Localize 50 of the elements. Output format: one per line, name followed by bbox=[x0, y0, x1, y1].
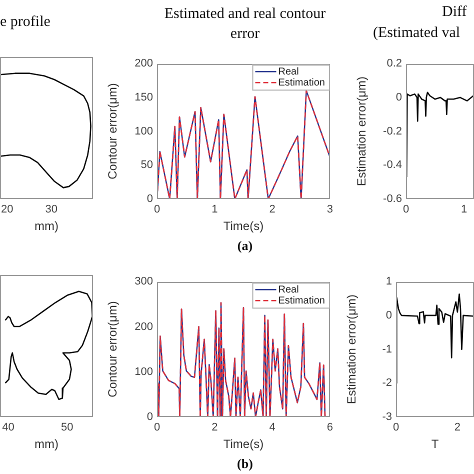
x-axis-title: T bbox=[431, 437, 440, 452]
x-tick-label: 3 bbox=[326, 204, 334, 216]
y-tick-label: 200 bbox=[134, 58, 153, 70]
x-axis-title: Time(s) bbox=[223, 437, 264, 452]
legend-label: Real bbox=[278, 284, 299, 296]
x-tick-label: 6 bbox=[326, 422, 334, 434]
x-axis-title: mm) bbox=[34, 219, 58, 234]
y-tick-label: -0.4 bbox=[383, 159, 402, 172]
y-tick-label: 0 bbox=[386, 309, 392, 322]
text: (a) bbox=[236, 238, 254, 254]
y-tick-label: 0.2 bbox=[386, 58, 402, 70]
y-axis-title: Estimation error(μm) bbox=[344, 294, 359, 404]
legend-label: Estimation bbox=[278, 295, 325, 306]
x-tick-label: 50 bbox=[60, 422, 74, 434]
y-tick-label: 50 bbox=[140, 159, 153, 172]
y-tick-label: 100 bbox=[134, 366, 153, 378]
y-axis-title: Estimation error(μm) bbox=[354, 76, 369, 186]
y-tick-label: 0 bbox=[396, 91, 402, 104]
legend-label: Real bbox=[278, 66, 299, 78]
y-axis-title: Contour error(μm) bbox=[106, 301, 120, 398]
y-tick-label: -0.2 bbox=[383, 125, 402, 138]
y-axis-title: Contour error(μm) bbox=[106, 83, 120, 180]
chart-subtitle: (Estimated val bbox=[373, 24, 460, 43]
legend-label: Estimation bbox=[278, 77, 325, 88]
y-tick-label: 100 bbox=[134, 125, 153, 138]
y-tick-label: 0 bbox=[146, 193, 153, 206]
y-tick-label: 0 bbox=[146, 411, 153, 424]
y-tick-label: 150 bbox=[134, 91, 153, 104]
text: (b) bbox=[236, 456, 254, 472]
x-tick-label: 40 bbox=[2, 422, 14, 434]
x-tick-label: 2 bbox=[269, 204, 276, 216]
x-tick-label: 1 bbox=[461, 204, 468, 216]
x-tick-label: 30 bbox=[45, 204, 58, 216]
y-tick-label: 200 bbox=[134, 320, 153, 333]
y-tick-label: -1 bbox=[382, 343, 392, 356]
y-tick-label: -3 bbox=[382, 411, 392, 424]
x-axis-title: mm) bbox=[34, 437, 58, 452]
chart-title: Diff bbox=[442, 3, 468, 22]
y-tick-label: -0.6 bbox=[383, 193, 402, 206]
y-tick-label: 300 bbox=[134, 276, 153, 288]
x-axis-title: Time(s) bbox=[223, 219, 264, 234]
x-tick-label: 2 bbox=[212, 422, 218, 434]
chart-title: Estimated and real contour error bbox=[163, 5, 327, 44]
x-tick-label: 20 bbox=[0, 204, 14, 216]
x-tick-label: 2 bbox=[454, 422, 460, 434]
x-tick-label: 4 bbox=[269, 422, 276, 434]
x-tick-label: 1 bbox=[212, 204, 218, 216]
y-tick-label: -2 bbox=[382, 377, 392, 390]
chart-title: e profile bbox=[0, 13, 52, 32]
y-tick-label: 1 bbox=[386, 276, 392, 288]
